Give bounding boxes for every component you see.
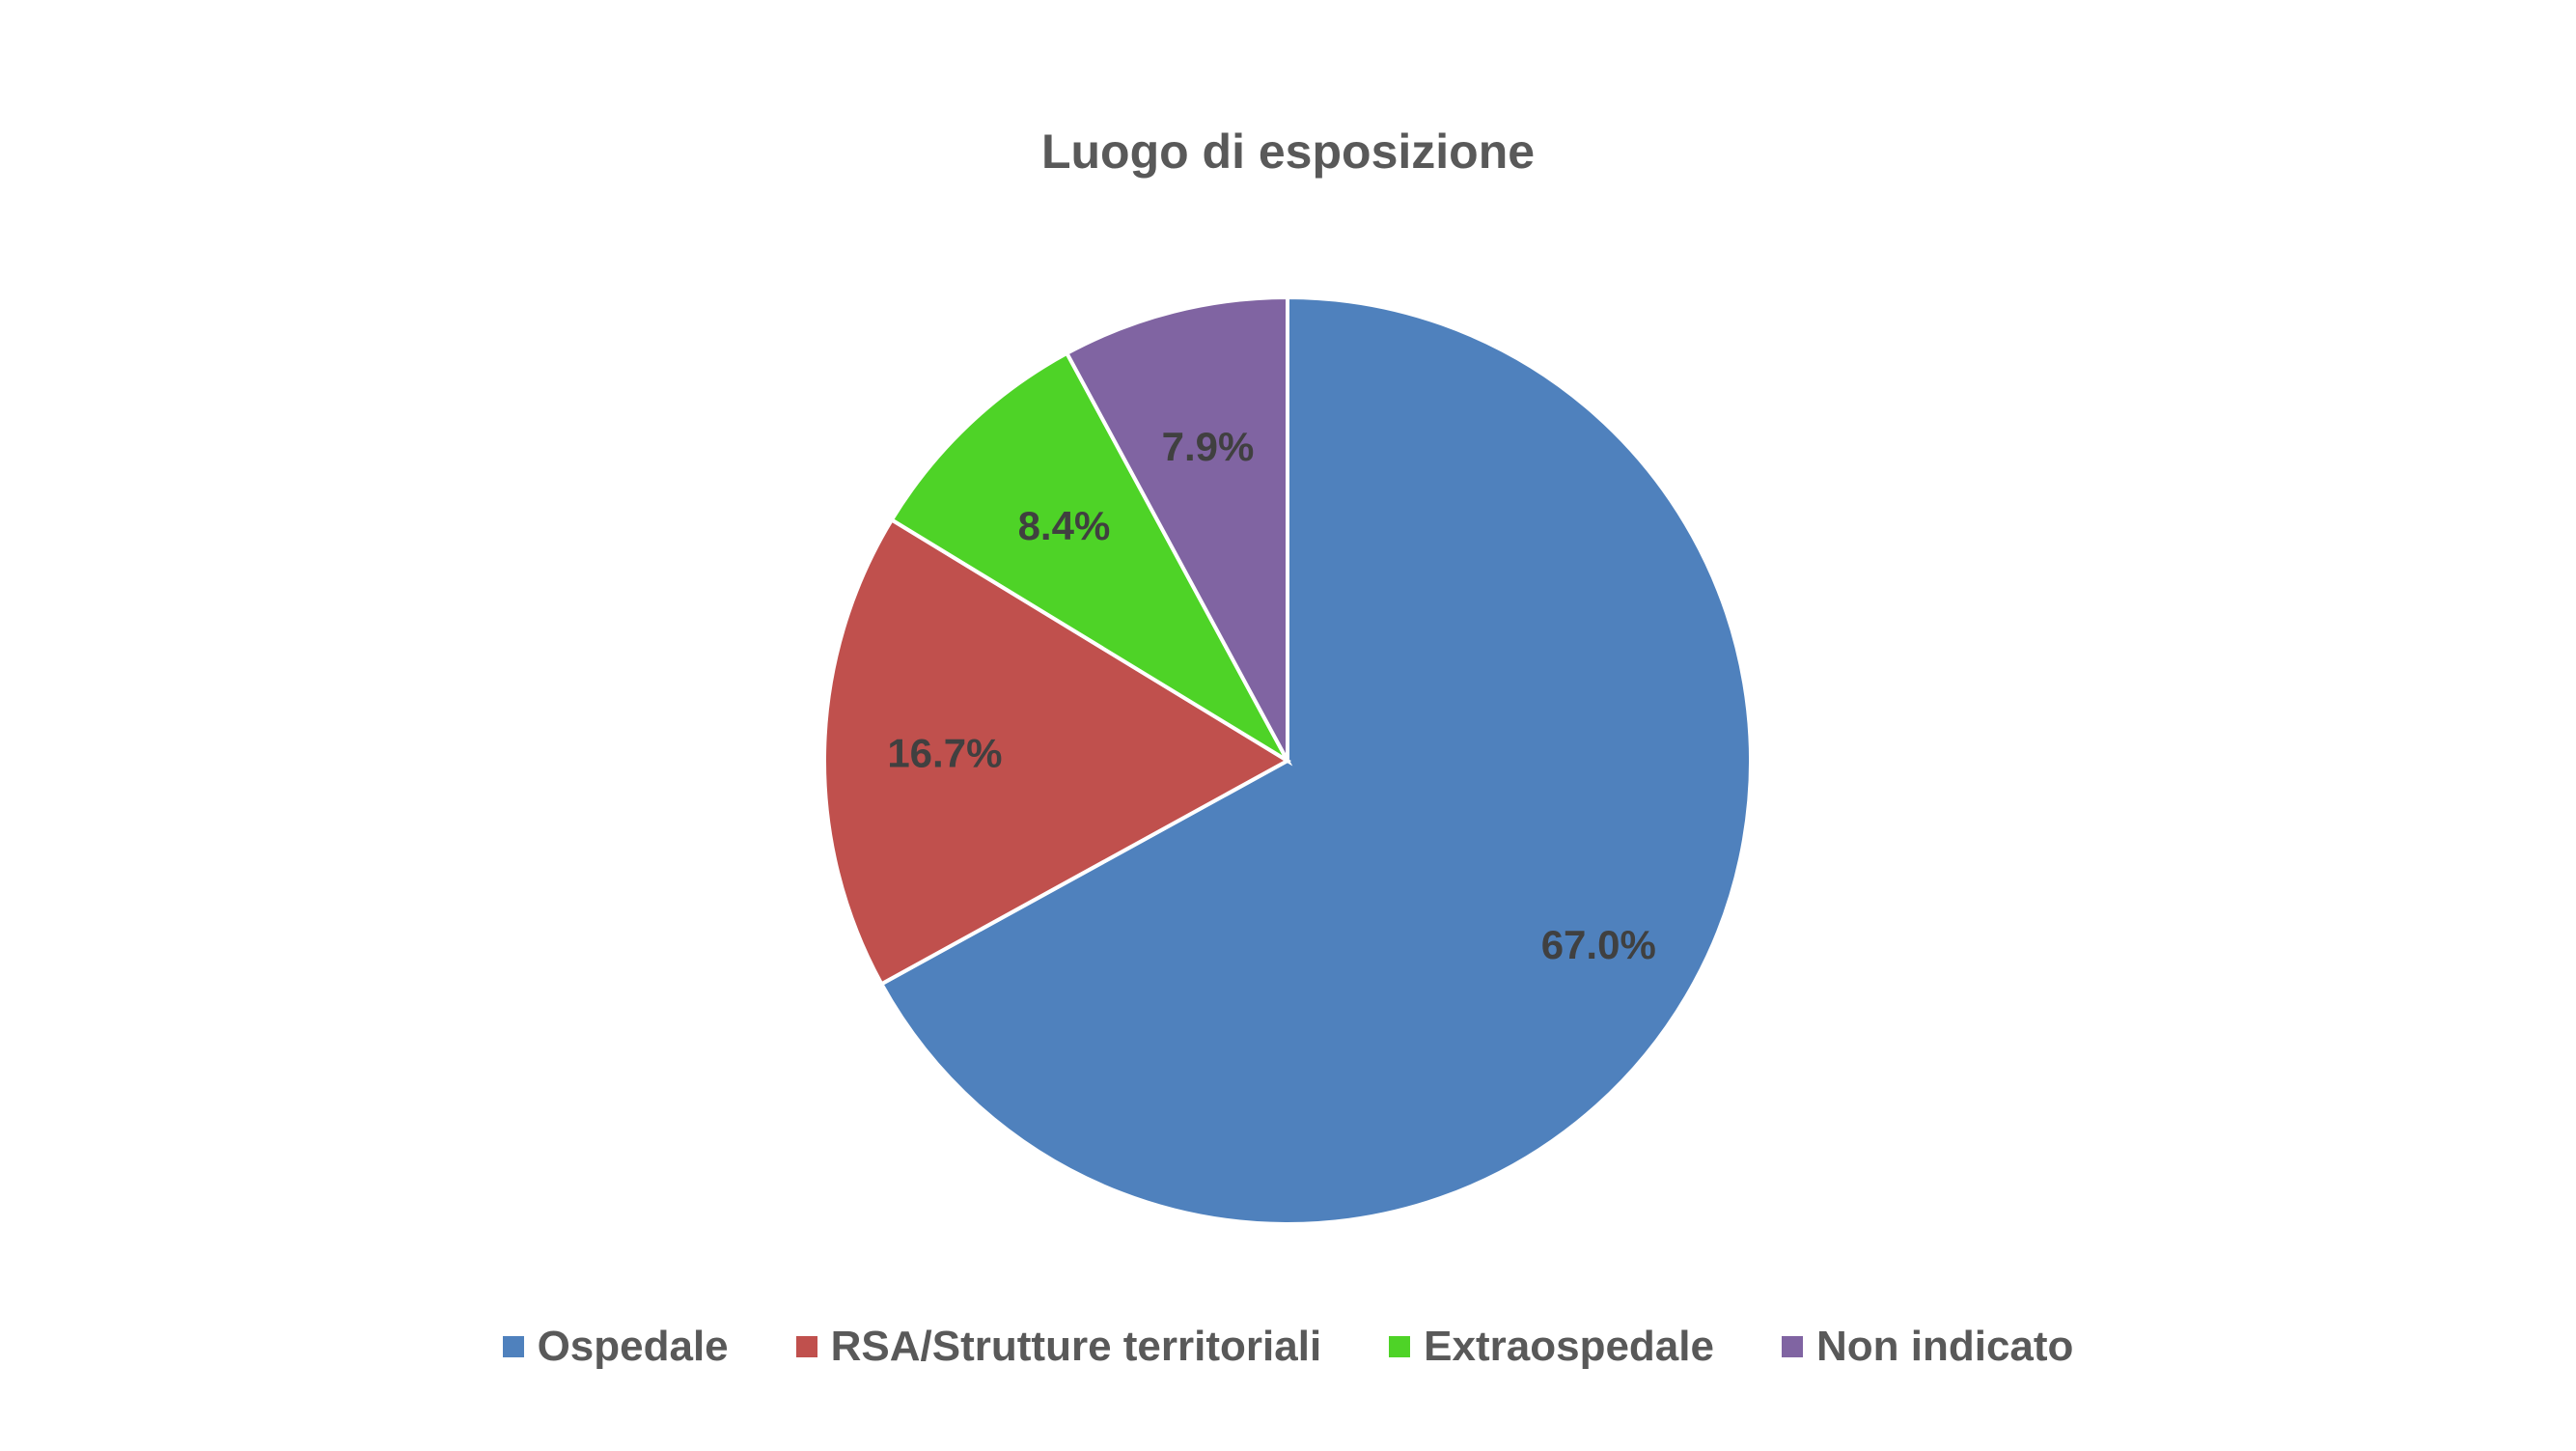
legend-label: Non indicato — [1815, 1323, 2074, 1370]
data-label-rsa-strutture-territoriali: 16.7% — [887, 731, 1002, 776]
data-label-extraospedale: 8.4% — [1018, 503, 1111, 548]
legend-swatch — [1781, 1336, 1803, 1357]
legend-swatch — [795, 1336, 817, 1357]
pie-slice-ospedale — [878, 294, 1753, 1226]
pie-data-labels: 67.0% 16.7% 8.4% 7.9% — [887, 424, 1655, 967]
legend-item-ospedale: Ospedale — [502, 1323, 729, 1371]
legend-label: RSA/Strutture territoriali — [830, 1323, 1322, 1370]
chart-title: Luogo di esposizione — [1040, 125, 1536, 179]
legend-swatch — [502, 1336, 524, 1357]
legend-item-extraospedale: Extraospedale — [1389, 1323, 1714, 1371]
legend-label: Extraospedale — [1424, 1323, 1714, 1370]
pie-slice-rsa-strutture-territoriali — [822, 516, 1291, 987]
data-label-ospedale: 67.0% — [1541, 922, 1656, 967]
legend-item-non-indicato: Non indicato — [1781, 1323, 2074, 1371]
pie-slice-non-indicato — [1064, 294, 1289, 762]
pie-slice-extraospedale — [889, 350, 1293, 767]
legend-swatch — [1389, 1336, 1411, 1357]
pie-slices — [822, 294, 1753, 1226]
chart-legend: Ospedale RSA/Strutture territoriali Extrao… — [0, 1323, 2576, 1371]
legend-item-rsa-strutture-territoriali: RSA/Strutture territoriali — [795, 1323, 1322, 1371]
data-label-non-indicato: 7.9% — [1162, 424, 1255, 469]
legend-label: Ospedale — [537, 1323, 729, 1370]
